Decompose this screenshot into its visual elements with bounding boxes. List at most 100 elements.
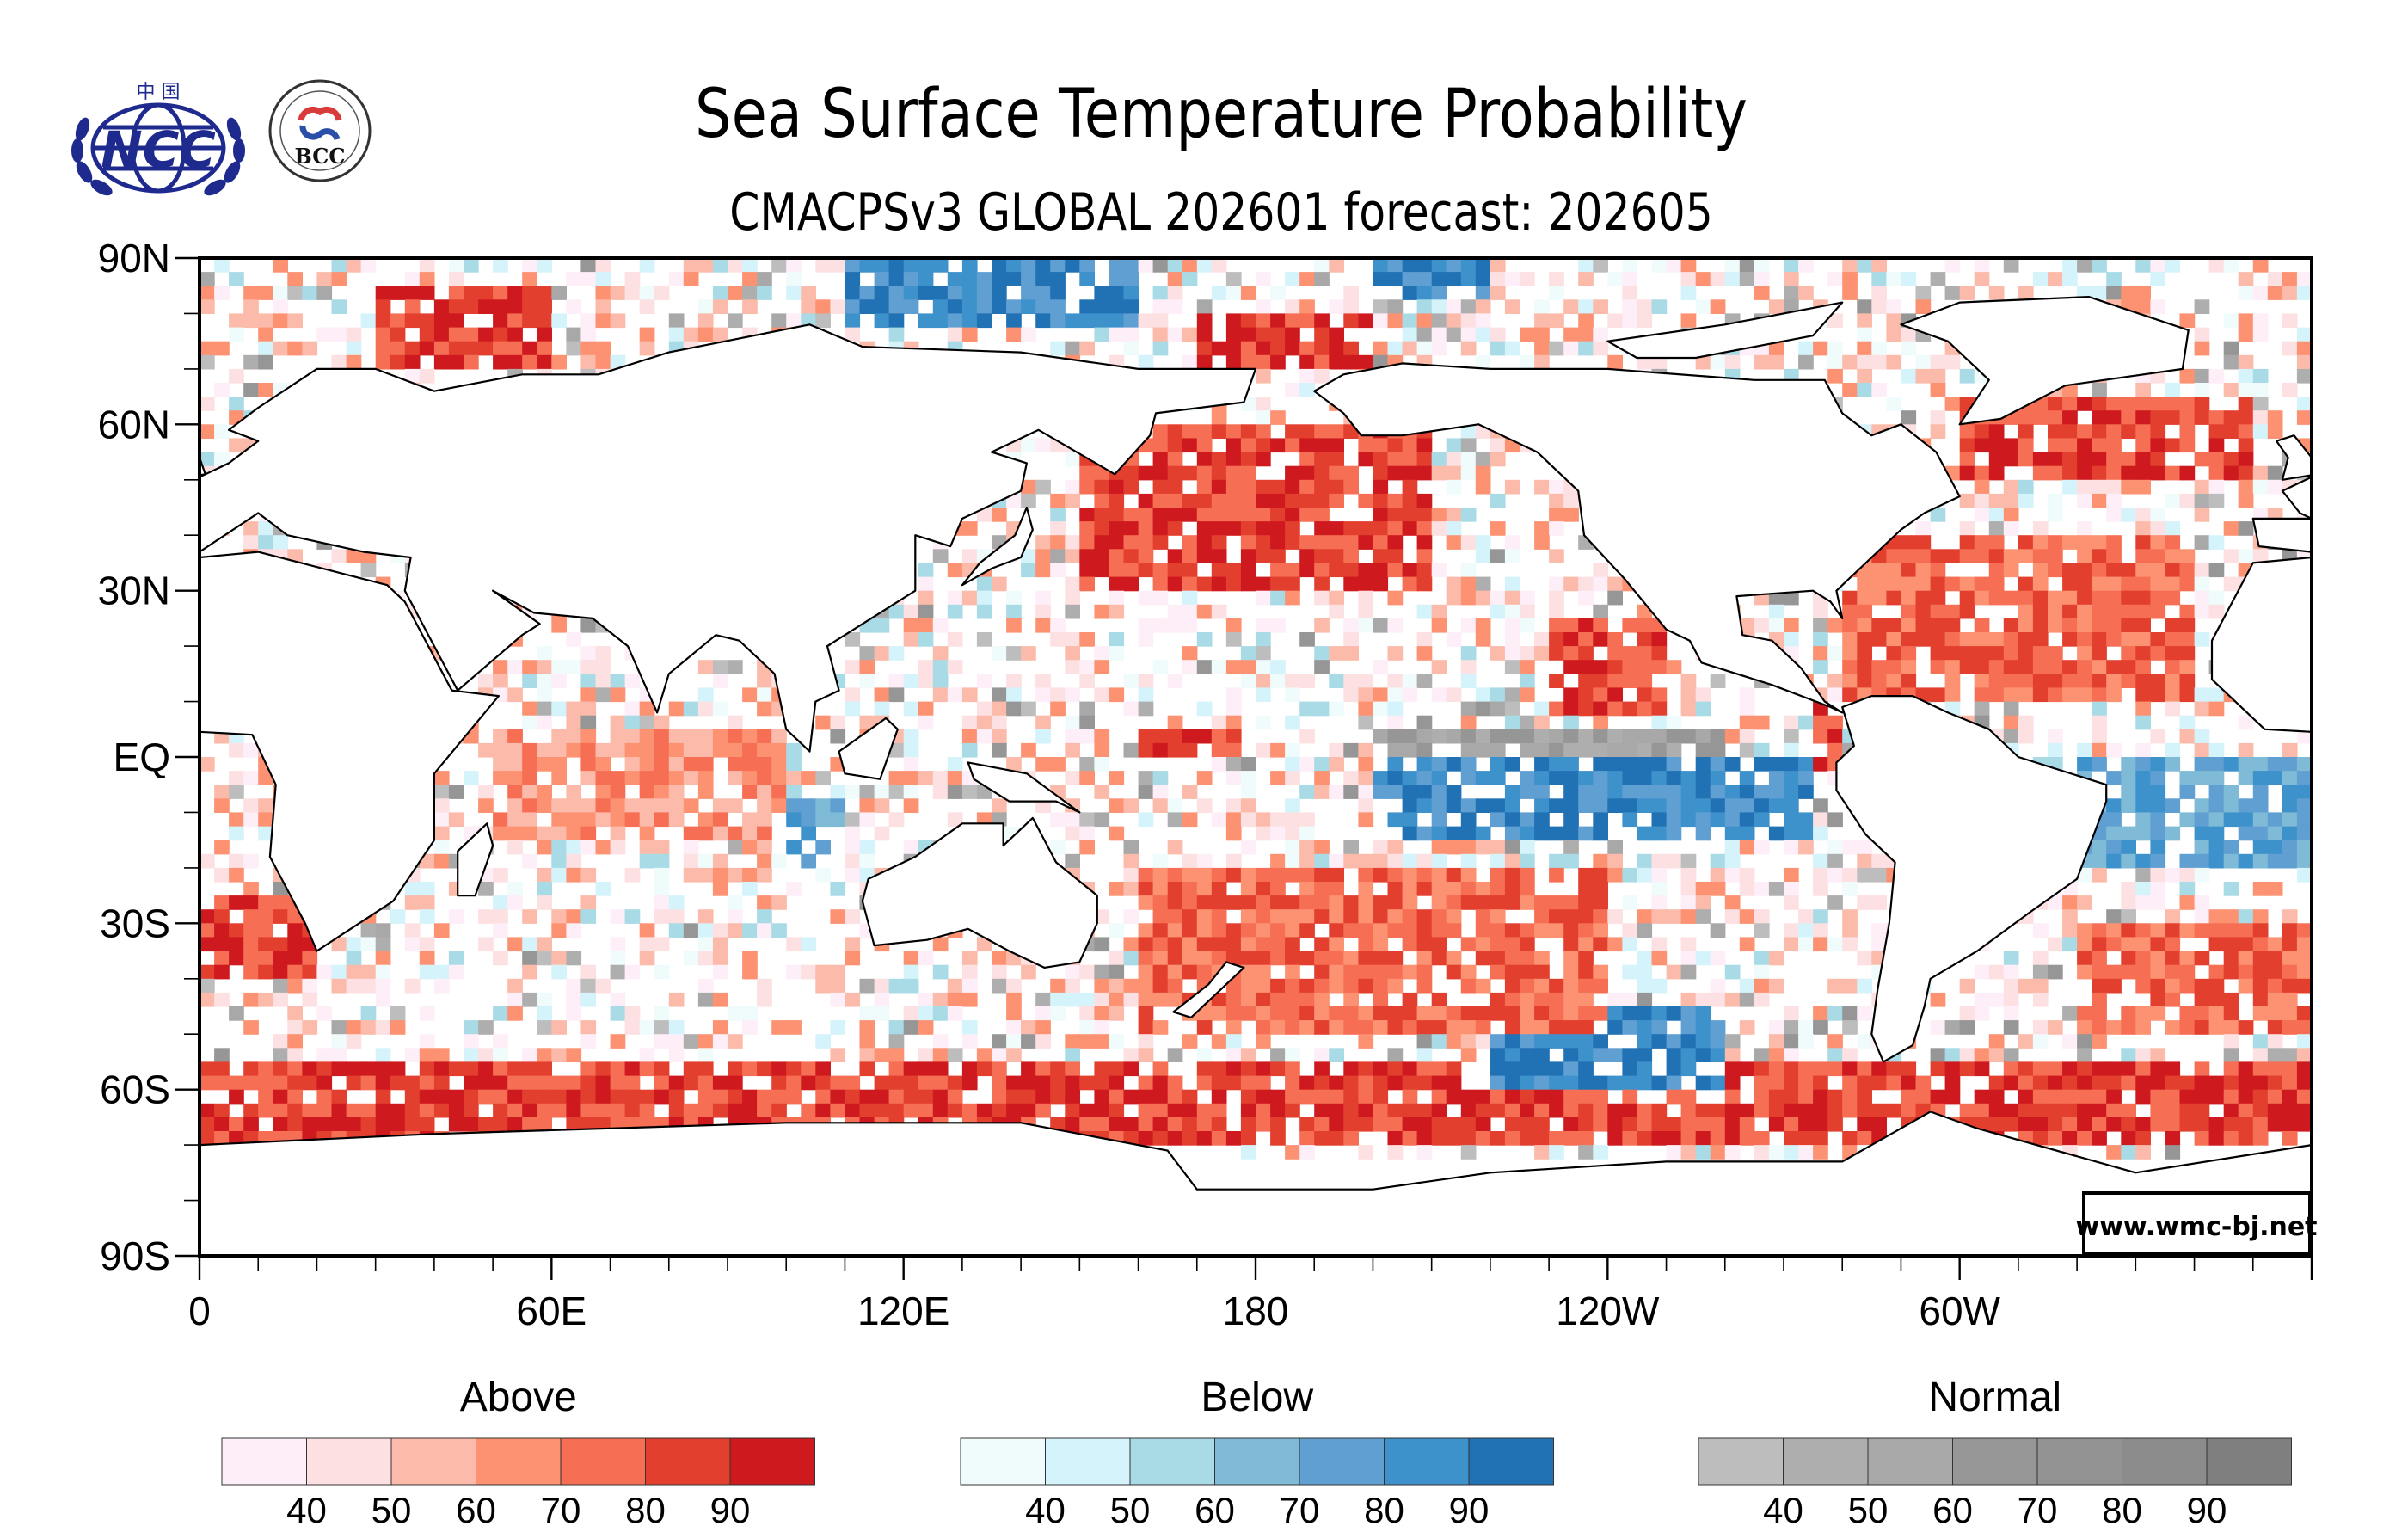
field-cell <box>1695 1020 1711 1035</box>
field-cell <box>2223 1020 2239 1035</box>
field-cell <box>1520 618 1535 633</box>
field-cell <box>551 660 567 674</box>
field-cell <box>1784 618 1799 633</box>
field-cell <box>1724 909 1741 924</box>
field-cell <box>2223 341 2239 356</box>
field-cell <box>1637 618 1653 633</box>
field-cell <box>1226 327 1242 342</box>
field-cell <box>2135 826 2151 841</box>
field-cell <box>1490 452 1506 467</box>
field-cell <box>1446 923 1462 938</box>
field-cell <box>712 701 728 717</box>
field-cell <box>1256 576 1271 592</box>
field-cell <box>1520 992 1535 1007</box>
field-cell <box>2238 798 2254 813</box>
field-cell <box>1240 978 1256 994</box>
field-cell <box>2048 660 2063 674</box>
field-cell <box>1065 660 1080 674</box>
field-cell <box>419 368 435 384</box>
field-cell <box>1431 313 1447 329</box>
field-cell <box>1373 576 1389 592</box>
field-cell <box>273 286 288 300</box>
field-cell <box>1988 549 2005 563</box>
field-cell <box>2062 410 2078 425</box>
field-cell <box>1710 992 1726 1007</box>
field-cell <box>2194 341 2210 356</box>
field-cell <box>1768 785 1784 799</box>
field-cell <box>1695 1048 1711 1062</box>
field-cell <box>1109 535 1125 550</box>
field-cell <box>1828 1061 1843 1077</box>
field-cell <box>1431 853 1447 869</box>
field-cell <box>2282 1020 2298 1035</box>
field-cell <box>801 286 816 300</box>
field-cell <box>1329 867 1344 883</box>
field-cell <box>1988 535 2005 550</box>
field-cell <box>390 1020 406 1035</box>
field-cell <box>2179 1020 2196 1035</box>
field-cell <box>1944 354 1961 370</box>
field-cell <box>1240 771 1256 785</box>
field-cell <box>2121 576 2136 592</box>
field-cell <box>2018 576 2034 592</box>
field-cell <box>493 909 508 924</box>
field-cell <box>1915 549 1932 563</box>
field-cell <box>1373 771 1389 785</box>
field-cell <box>1021 1020 1036 1035</box>
field-cell <box>1622 812 1638 828</box>
field-cell <box>2194 978 2210 994</box>
field-cell <box>683 798 699 813</box>
field-cell <box>331 549 347 563</box>
field-cell <box>742 951 758 966</box>
field-cell <box>1138 785 1154 799</box>
field-cell <box>1402 258 1418 273</box>
field-cell <box>712 937 728 952</box>
field-cell <box>2179 771 2196 785</box>
field-cell <box>1446 258 1462 273</box>
field-cell <box>1358 964 1374 980</box>
field-cell <box>2165 660 2181 674</box>
field-cell <box>1930 646 1946 661</box>
field-cell <box>2062 1034 2078 1049</box>
field-cell <box>1226 563 1242 578</box>
field-cell <box>2238 549 2254 563</box>
field-cell <box>1196 354 1213 370</box>
field-cell <box>448 286 464 300</box>
field-cell <box>507 992 523 1007</box>
field-cell <box>1813 867 1828 883</box>
field-cell <box>2135 286 2151 300</box>
field-cell <box>1240 508 1256 522</box>
field-cell <box>815 1061 831 1077</box>
field-cell <box>1475 978 1491 994</box>
field-cell <box>243 313 259 329</box>
field-cell <box>654 798 670 813</box>
field-cell <box>1724 785 1741 799</box>
field-cell <box>624 798 641 813</box>
field-cell <box>683 840 699 855</box>
field-cell <box>1285 313 1300 329</box>
field-cell <box>1666 1048 1682 1062</box>
field-cell <box>595 646 611 661</box>
field-cell <box>537 646 552 661</box>
field-cell <box>2165 410 2181 425</box>
field-cell <box>1901 604 1917 619</box>
field-cell <box>1314 368 1330 384</box>
field-cell <box>229 397 244 411</box>
field-cell <box>1504 549 1520 563</box>
field-cell <box>1871 272 1887 286</box>
field-cell <box>1504 785 1520 799</box>
field-cell <box>1270 992 1286 1007</box>
field-cell <box>1211 563 1227 578</box>
field-cell <box>2165 563 2181 578</box>
field-cell <box>1358 853 1374 869</box>
field-cell <box>1813 757 1828 772</box>
field-cell <box>1901 272 1917 286</box>
field-cell <box>1226 742 1242 758</box>
field-cell <box>2179 438 2196 453</box>
field-cell <box>2062 590 2078 606</box>
field-cell <box>1416 826 1433 841</box>
field-cell <box>771 313 787 329</box>
field-cell <box>2092 964 2107 980</box>
field-cell <box>1651 258 1668 273</box>
field-cell <box>1329 465 1344 481</box>
